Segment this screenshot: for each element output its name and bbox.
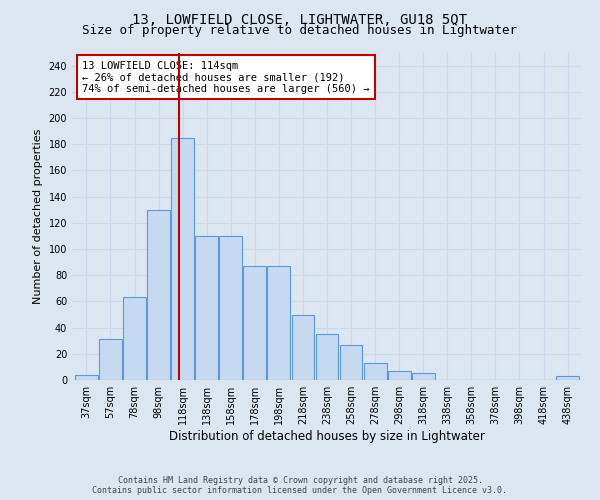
Bar bbox=[412, 374, 434, 380]
Bar bbox=[364, 363, 386, 380]
Bar bbox=[99, 340, 122, 380]
Bar bbox=[244, 266, 266, 380]
Text: Size of property relative to detached houses in Lightwater: Size of property relative to detached ho… bbox=[83, 24, 517, 37]
Bar bbox=[75, 375, 98, 380]
Bar bbox=[556, 376, 579, 380]
Bar bbox=[268, 266, 290, 380]
Bar bbox=[195, 236, 218, 380]
Bar bbox=[220, 236, 242, 380]
Bar bbox=[316, 334, 338, 380]
Y-axis label: Number of detached properties: Number of detached properties bbox=[33, 128, 43, 304]
Bar bbox=[123, 298, 146, 380]
Bar bbox=[147, 210, 170, 380]
Bar bbox=[388, 371, 410, 380]
Bar bbox=[340, 344, 362, 380]
Bar bbox=[292, 314, 314, 380]
Text: Contains HM Land Registry data © Crown copyright and database right 2025.
Contai: Contains HM Land Registry data © Crown c… bbox=[92, 476, 508, 495]
Text: 13 LOWFIELD CLOSE: 114sqm
← 26% of detached houses are smaller (192)
74% of semi: 13 LOWFIELD CLOSE: 114sqm ← 26% of detac… bbox=[82, 60, 370, 94]
Text: 13, LOWFIELD CLOSE, LIGHTWATER, GU18 5QT: 13, LOWFIELD CLOSE, LIGHTWATER, GU18 5QT bbox=[133, 12, 467, 26]
X-axis label: Distribution of detached houses by size in Lightwater: Distribution of detached houses by size … bbox=[169, 430, 485, 443]
Bar bbox=[171, 138, 194, 380]
